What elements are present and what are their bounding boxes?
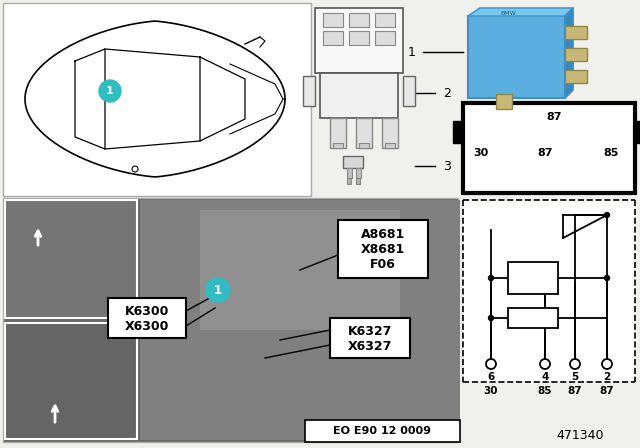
Polygon shape (565, 8, 573, 98)
Bar (508, 308, 558, 328)
Circle shape (605, 212, 609, 217)
Text: K6327: K6327 (348, 324, 392, 337)
Bar (565, 70, 587, 83)
Bar (635, 121, 640, 143)
Text: 471340: 471340 (556, 428, 604, 441)
Text: F06: F06 (370, 258, 396, 271)
Bar (508, 262, 558, 294)
Circle shape (605, 276, 609, 280)
Bar (333, 143, 343, 148)
Bar (338, 220, 428, 278)
Bar (3, 198, 458, 442)
Text: 85: 85 (604, 148, 619, 158)
Text: K6300: K6300 (125, 305, 169, 318)
Text: 2: 2 (604, 372, 611, 382)
Text: 1: 1 (106, 86, 114, 96)
Text: 5: 5 (572, 372, 579, 382)
Circle shape (488, 276, 493, 280)
Bar (453, 121, 463, 143)
Bar (5, 323, 137, 439)
Text: A8681: A8681 (361, 228, 405, 241)
Text: 4: 4 (541, 372, 548, 382)
Text: X6327: X6327 (348, 340, 392, 353)
Bar (200, 210, 400, 330)
Bar (463, 103, 635, 193)
Bar (375, 13, 395, 27)
Bar (356, 178, 360, 184)
Text: 1: 1 (214, 284, 222, 297)
Bar (565, 48, 587, 61)
Circle shape (570, 359, 580, 369)
Text: 30: 30 (484, 386, 499, 396)
Text: 2: 2 (443, 86, 451, 99)
Bar (349, 31, 369, 45)
Text: 87: 87 (547, 112, 562, 122)
Bar (403, 76, 415, 106)
Bar (496, 94, 512, 109)
Text: X6300: X6300 (125, 319, 169, 332)
Bar (356, 168, 361, 178)
Text: 3: 3 (443, 159, 451, 172)
Bar (108, 298, 186, 338)
Circle shape (206, 278, 230, 302)
Circle shape (99, 80, 121, 102)
Text: 87: 87 (537, 148, 553, 158)
Bar (347, 168, 352, 178)
Polygon shape (468, 8, 573, 16)
Text: 6: 6 (488, 372, 495, 382)
Bar (330, 118, 346, 148)
Bar (565, 26, 587, 39)
Bar (359, 143, 369, 148)
Circle shape (602, 359, 612, 369)
Text: BMW: BMW (500, 10, 516, 16)
Circle shape (132, 166, 138, 172)
Bar (5, 200, 137, 318)
Bar (303, 76, 315, 106)
Bar (356, 118, 372, 148)
Bar (323, 13, 343, 27)
Text: X8681: X8681 (361, 242, 405, 255)
Bar (315, 8, 403, 73)
Bar (347, 178, 351, 184)
Text: 87: 87 (568, 386, 582, 396)
Bar (305, 420, 460, 442)
Bar (320, 73, 398, 118)
Bar (349, 13, 369, 27)
Circle shape (486, 359, 496, 369)
Bar (343, 156, 363, 168)
Bar (330, 318, 410, 358)
Text: 1: 1 (408, 46, 416, 59)
Circle shape (488, 315, 493, 320)
Bar (3, 3, 311, 196)
Text: 30: 30 (474, 148, 488, 158)
Text: 87: 87 (600, 386, 614, 396)
Bar (468, 16, 565, 98)
Bar (463, 200, 635, 382)
Text: EO E90 12 0009: EO E90 12 0009 (333, 426, 431, 436)
Text: 85: 85 (538, 386, 552, 396)
Bar (375, 31, 395, 45)
Bar (323, 31, 343, 45)
Bar (385, 143, 395, 148)
Circle shape (540, 359, 550, 369)
Bar (382, 118, 398, 148)
Bar (140, 200, 460, 440)
